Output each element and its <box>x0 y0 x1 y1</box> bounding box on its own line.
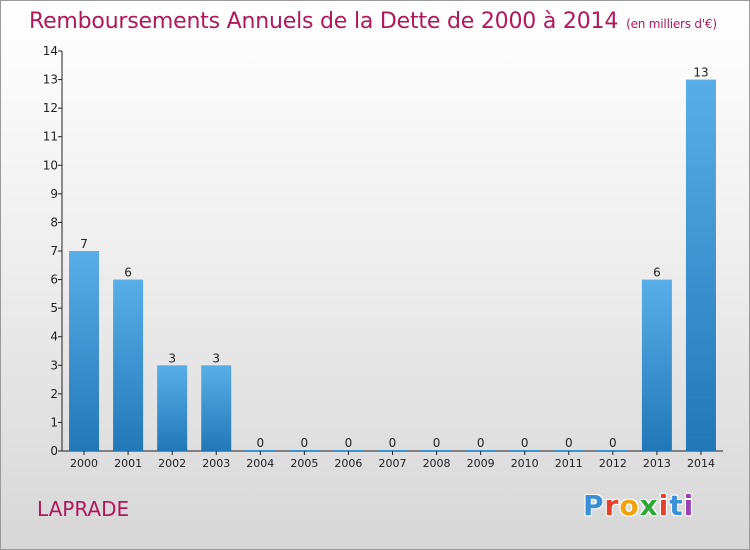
bar <box>421 450 452 451</box>
data-labels: 7 6 3 3 0 0 0 0 0 0 0 0 0 6 13 <box>80 66 708 450</box>
y-tick-label: 3 <box>50 358 58 372</box>
x-tick-label: 2008 <box>423 457 451 470</box>
data-label: 3 <box>168 351 176 365</box>
x-tick-label: 2011 <box>555 457 583 470</box>
bar <box>597 450 628 451</box>
data-label: 3 <box>212 351 220 365</box>
x-tick-label: 2007 <box>379 457 407 470</box>
logo-letter: o <box>619 489 640 522</box>
x-tick-label: 2004 <box>246 457 274 470</box>
bar <box>69 251 100 451</box>
x-tick-label: 2012 <box>599 457 627 470</box>
logo-letter: i <box>658 489 670 522</box>
x-tick-label: 2003 <box>202 457 230 470</box>
y-tick-label: 4 <box>50 330 58 344</box>
y-tick-label: 10 <box>43 158 58 172</box>
x-tick-label: 2005 <box>290 457 318 470</box>
bar <box>509 450 540 451</box>
bar <box>641 279 672 451</box>
y-tick-label: 2 <box>50 387 58 401</box>
data-label: 13 <box>693 66 708 80</box>
data-label: 0 <box>256 436 264 450</box>
y-tick-label: 14 <box>43 44 58 58</box>
bar <box>333 450 364 451</box>
y-tick-label: 8 <box>50 215 58 229</box>
chart-subtitle: (en milliers d'€) <box>626 17 717 31</box>
logo-letter: r <box>604 489 620 522</box>
y-tick-label: 7 <box>50 244 58 258</box>
x-tick-label: 2000 <box>70 457 98 470</box>
data-label: 0 <box>345 436 353 450</box>
bar <box>201 365 232 451</box>
y-tick-label: 13 <box>43 73 58 87</box>
data-label: 0 <box>565 436 573 450</box>
bar <box>685 79 716 452</box>
chart-title: Remboursements Annuels de la Dette de 20… <box>29 9 717 34</box>
bar <box>289 450 320 451</box>
x-tick-label: 2010 <box>511 457 539 470</box>
x-tick-label: 2002 <box>158 457 186 470</box>
y-tick-label: 11 <box>43 130 58 144</box>
data-label: 0 <box>389 436 397 450</box>
data-label: 0 <box>477 436 485 450</box>
data-label: 0 <box>521 436 529 450</box>
data-label: 7 <box>80 237 88 251</box>
bar <box>245 450 276 451</box>
x-axis: 2000 2001 2002 2003 2004 2005 2006 2007 2008 2009… <box>62 450 723 470</box>
data-label: 0 <box>609 436 617 450</box>
y-tick-label: 12 <box>43 101 58 115</box>
data-label: 0 <box>301 436 309 450</box>
bar <box>377 450 408 451</box>
chart-title-text: Remboursements Annuels de la Dette de 20… <box>29 9 619 34</box>
x-tick-label: 2001 <box>114 457 142 470</box>
data-label: 6 <box>124 266 132 280</box>
y-tick-label: 1 <box>50 415 58 429</box>
data-label: 0 <box>433 436 441 450</box>
x-tick-label: 2014 <box>687 457 715 470</box>
y-tick-label: 0 <box>50 444 58 458</box>
bar <box>465 450 496 451</box>
y-tick-label: 9 <box>50 187 58 201</box>
x-tick-label: 2006 <box>334 457 362 470</box>
y-tick-label: 6 <box>50 273 58 287</box>
logo-letter: x <box>639 489 659 522</box>
bars <box>69 79 716 452</box>
data-label: 6 <box>653 266 661 280</box>
x-tick-label: 2013 <box>643 457 671 470</box>
bar <box>113 279 144 451</box>
x-tick-label: 2009 <box>467 457 495 470</box>
logo-letter: t <box>669 489 684 522</box>
bar <box>157 365 188 451</box>
y-tick-label: 5 <box>50 301 58 315</box>
location-label: LAPRADE <box>37 497 130 521</box>
logo-letter: i <box>683 489 695 522</box>
proxiti-logo: Proxiti <box>583 489 694 522</box>
logo-letter: P <box>583 489 605 522</box>
bar <box>553 450 584 451</box>
